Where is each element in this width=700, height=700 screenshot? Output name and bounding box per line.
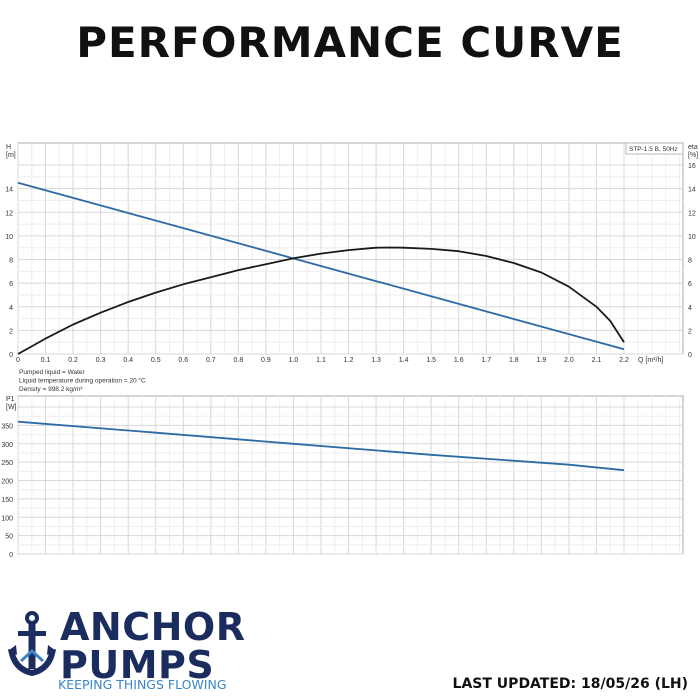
legend-label: STP-1.5 B, 50Hz — [629, 146, 678, 153]
y2-axis-label: eta — [688, 144, 698, 151]
p1-axis-label: P1 — [6, 396, 15, 403]
y2-tick-label: 0 — [688, 352, 692, 359]
brand-logo: ANCHOR PUMPS KEEPING THINGS FLOWING — [8, 605, 258, 695]
y2-tick-label: 8 — [688, 258, 692, 265]
x-tick-label: 2.0 — [564, 357, 574, 364]
anchor-icon — [8, 611, 56, 677]
x-tick-label: 0.6 — [178, 357, 188, 364]
y-axis-unit: [m] — [6, 152, 16, 159]
y2-tick-label: 4 — [688, 305, 692, 312]
note-line: Pumped liquid = Water — [19, 369, 86, 376]
x-tick-label: 0.9 — [261, 357, 271, 364]
y2-tick-label: 6 — [688, 281, 692, 288]
y2-axis-unit: [%] — [688, 152, 698, 159]
y-tick-label: 10 — [5, 234, 13, 241]
top-plot-frame — [17, 142, 684, 355]
note-line: Density = 998.2 kg/m³ — [19, 386, 83, 393]
x-tick-label: 1.7 — [481, 357, 491, 364]
brand-name-line2: PUMPS — [60, 643, 215, 687]
x-axis-label: Q [m³/h] — [638, 357, 663, 364]
x-tick-label: 1.5 — [426, 357, 436, 364]
p1-tick-label: 0 — [9, 552, 13, 559]
y-tick-label: 8 — [9, 258, 13, 265]
y2-tick-label: 10 — [688, 234, 696, 241]
brand-tagline: KEEPING THINGS FLOWING — [58, 677, 227, 692]
x-tick-label: 0.5 — [151, 357, 161, 364]
x-tick-label: 2.2 — [619, 357, 629, 364]
y2-tick-label: 12 — [688, 210, 696, 217]
p1-tick-label: 150 — [1, 497, 13, 504]
x-tick-label: 0.7 — [206, 357, 216, 364]
x-tick-label: 0.1 — [41, 357, 51, 364]
y-tick-label: 12 — [5, 210, 13, 217]
p1-tick-label: 50 — [5, 534, 13, 541]
x-tick-label: 0.4 — [123, 357, 133, 364]
brand-name-line1: ANCHOR — [60, 605, 246, 649]
x-tick-label: 0.8 — [233, 357, 243, 364]
x-tick-label: 0.2 — [68, 357, 78, 364]
y2-tick-label: 16 — [688, 163, 696, 170]
page-title: PERFORMANCE CURVE — [76, 18, 624, 67]
y-tick-label: 0 — [9, 352, 13, 359]
y-axis-label: H — [6, 144, 11, 151]
x-tick-label: 1.0 — [289, 357, 299, 364]
x-tick-label: 1.1 — [316, 357, 326, 364]
series-P1-line — [17, 420, 625, 472]
legend-box — [625, 142, 684, 155]
y2-tick-label: 2 — [688, 328, 692, 335]
y-tick-label: 14 — [5, 187, 13, 194]
p1-tick-label: 100 — [1, 515, 13, 522]
last-updated: LAST UPDATED: 18/05/26 (LH) — [452, 676, 688, 692]
x-tick-label: 1.3 — [371, 357, 381, 364]
x-tick-label: 2.1 — [592, 357, 602, 364]
x-tick-label: 1.4 — [399, 357, 409, 364]
note-line: Liquid temperature during operation = 20… — [19, 377, 146, 385]
p1-tick-label: 350 — [1, 423, 13, 430]
x-tick-label: 0 — [16, 357, 20, 364]
series-eta-line — [17, 246, 625, 355]
p1-tick-label: 200 — [1, 479, 13, 486]
x-tick-label: 1.9 — [536, 357, 546, 364]
p1-tick-label: 250 — [1, 460, 13, 467]
y2-tick-label: 14 — [688, 187, 696, 194]
x-tick-label: 0.3 — [96, 357, 106, 364]
series-H-line — [17, 181, 625, 351]
y-tick-label: 4 — [9, 305, 13, 312]
p1-axis-unit: [W] — [6, 404, 17, 411]
x-tick-label: 1.8 — [509, 357, 519, 364]
y-tick-label: 2 — [9, 328, 13, 335]
p1-tick-label: 300 — [1, 442, 13, 449]
x-tick-label: 1.2 — [344, 357, 354, 364]
x-tick-label: 1.6 — [454, 357, 464, 364]
bottom-plot-frame — [17, 395, 684, 555]
y-tick-label: 6 — [9, 281, 13, 288]
